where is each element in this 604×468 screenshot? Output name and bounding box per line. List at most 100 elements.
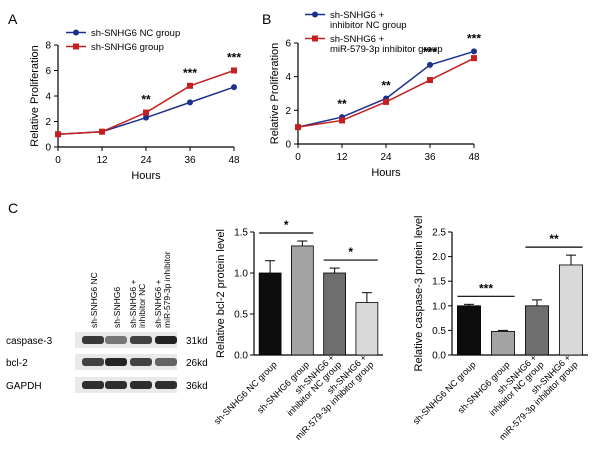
significance-a: *** (183, 66, 197, 80)
bar-caspase3 (457, 305, 481, 356)
y-tick-label-a: 6 (45, 66, 51, 77)
y-tick-label-a: 4 (45, 92, 51, 103)
legend-label-b-1: sh-SNHG6 + (330, 34, 385, 45)
x-tick-label-b: 24 (380, 152, 392, 163)
lane-label-line: sh-SNHG6 + (153, 280, 163, 328)
legend-label-b-1: miR-579-3p inhibitor group (330, 44, 442, 55)
y-tick-label-a: 2 (45, 117, 51, 128)
legend-marker-a-0 (73, 29, 79, 36)
x-tick-label-a: 48 (228, 155, 240, 166)
legend-marker-b-1 (312, 35, 318, 42)
lane-label-line: sh-SNHG6 (112, 287, 122, 328)
lane-label-line: sh-SNHG6 + (128, 280, 138, 328)
y-tick-label-b: 4 (285, 72, 291, 83)
y-axis-label-a: Relative Proliferation (29, 45, 41, 147)
x-axis-label-a: Hours (131, 170, 161, 182)
bar-bcl2 (355, 302, 379, 356)
data-point-a-0 (143, 114, 149, 121)
x-tick-label-b: 36 (424, 152, 436, 163)
bar-bcl2 (323, 272, 346, 356)
y-tick-label-caspase3: 2.0 (432, 252, 446, 263)
blot-band (155, 358, 177, 366)
blot-band (82, 336, 104, 344)
blot-size-label: 26kd (186, 358, 208, 369)
legend-label-b-0: inhibitor NC group (330, 20, 407, 31)
data-point-b-1 (383, 98, 389, 105)
y-tick-label-caspase3: 0.5 (432, 326, 446, 337)
legend-label-b-0: sh-SNHG6 + (330, 10, 385, 21)
data-point-a-1 (99, 128, 105, 135)
panel-letter-b: B (262, 11, 271, 27)
blot-size-label: 36kd (186, 381, 208, 392)
y-axis-label-caspase3: Relative caspase-3 protein level (413, 216, 425, 372)
blot-band (130, 358, 152, 366)
blot-band (82, 381, 104, 389)
x-tick-label-a: 12 (96, 155, 108, 166)
category-label-line-bcl2: sh-SNHG6 NC group (212, 360, 279, 427)
y-tick-label-b: 0 (285, 140, 291, 151)
significance-a: ** (141, 93, 151, 107)
significance-b: *** (467, 31, 481, 45)
x-tick-label-b: 0 (295, 152, 301, 163)
y-axis-label-b: Relative Proliferation (269, 43, 281, 145)
blot-band (155, 381, 177, 389)
x-axis-label-b: Hours (371, 167, 401, 179)
y-tick-label-bcl2: 0.0 (234, 351, 248, 362)
y-tick-label-a: 0 (45, 143, 51, 154)
significance-b: ** (381, 79, 391, 93)
significance-caspase3: *** (479, 281, 493, 295)
data-point-a-0 (187, 99, 193, 106)
lane-label-line: sh-SNHG6 NC (89, 272, 99, 328)
x-tick-label-a: 24 (140, 155, 152, 166)
y-tick-label-a: 8 (45, 41, 51, 52)
data-point-a-1 (143, 109, 149, 116)
lane-label: sh-SNHG6 NC (89, 272, 99, 328)
data-point-b-1 (339, 117, 345, 124)
data-point-a-1 (55, 131, 61, 138)
blot-band (130, 381, 152, 389)
blot-band (105, 336, 127, 344)
y-tick-label-b: 6 (285, 39, 291, 50)
lane-label-line: miR-579-3p inhibitor (162, 251, 172, 328)
y-tick-label-bcl2: 0.5 (234, 310, 248, 321)
y-tick-label-bcl2: 1.5 (234, 228, 248, 239)
data-point-a-0 (231, 84, 237, 91)
y-tick-label-caspase3: 1.5 (432, 277, 446, 288)
significance-caspase3: ** (549, 232, 559, 246)
blot-band (130, 336, 152, 344)
data-point-b-0 (427, 61, 433, 68)
blot-protein-label: bcl-2 (6, 358, 28, 369)
category-label-bcl2: sh-SNHG6 NC group (212, 360, 279, 427)
panel-letter-c: C (8, 200, 18, 216)
data-point-a-1 (187, 82, 193, 89)
bar-bcl2 (258, 272, 282, 356)
significance-a: *** (227, 51, 241, 65)
y-axis-label-bcl2: Relative bcl-2 protein level (215, 229, 227, 358)
blot-band (155, 336, 177, 344)
blot-band (105, 358, 127, 366)
data-point-b-1 (471, 55, 477, 62)
legend-label-a-1: sh-SNHG6 group (91, 42, 164, 53)
data-point-b-0 (471, 48, 477, 55)
blot-protein-label: caspase-3 (6, 336, 53, 347)
blot-band (82, 358, 104, 366)
y-tick-label-caspase3: 0.0 (432, 351, 446, 362)
data-point-a-1 (231, 67, 237, 74)
bar-caspase3 (491, 330, 515, 356)
lane-label: sh-SNHG6 + inhibitor NC (128, 280, 147, 328)
bar-caspase3 (559, 264, 583, 356)
lane-label: sh-SNHG6 (112, 287, 122, 328)
series-line-b-1 (297, 57, 475, 128)
lane-label-line: inhibitor NC (137, 284, 147, 328)
x-tick-label-b: 12 (336, 152, 348, 163)
panel-letter-a: A (8, 11, 18, 27)
bar-caspase3 (525, 305, 549, 356)
data-point-b-1 (427, 77, 433, 84)
y-tick-label-caspase3: 1.0 (432, 301, 446, 312)
significance-b: ** (337, 97, 347, 111)
lane-label: sh-SNHG6 + miR-579-3p inhibitor (153, 251, 172, 328)
blot-protein-label: GAPDH (6, 381, 42, 392)
significance-bcl2: * (348, 245, 353, 259)
legend-marker-a-1 (73, 43, 79, 50)
